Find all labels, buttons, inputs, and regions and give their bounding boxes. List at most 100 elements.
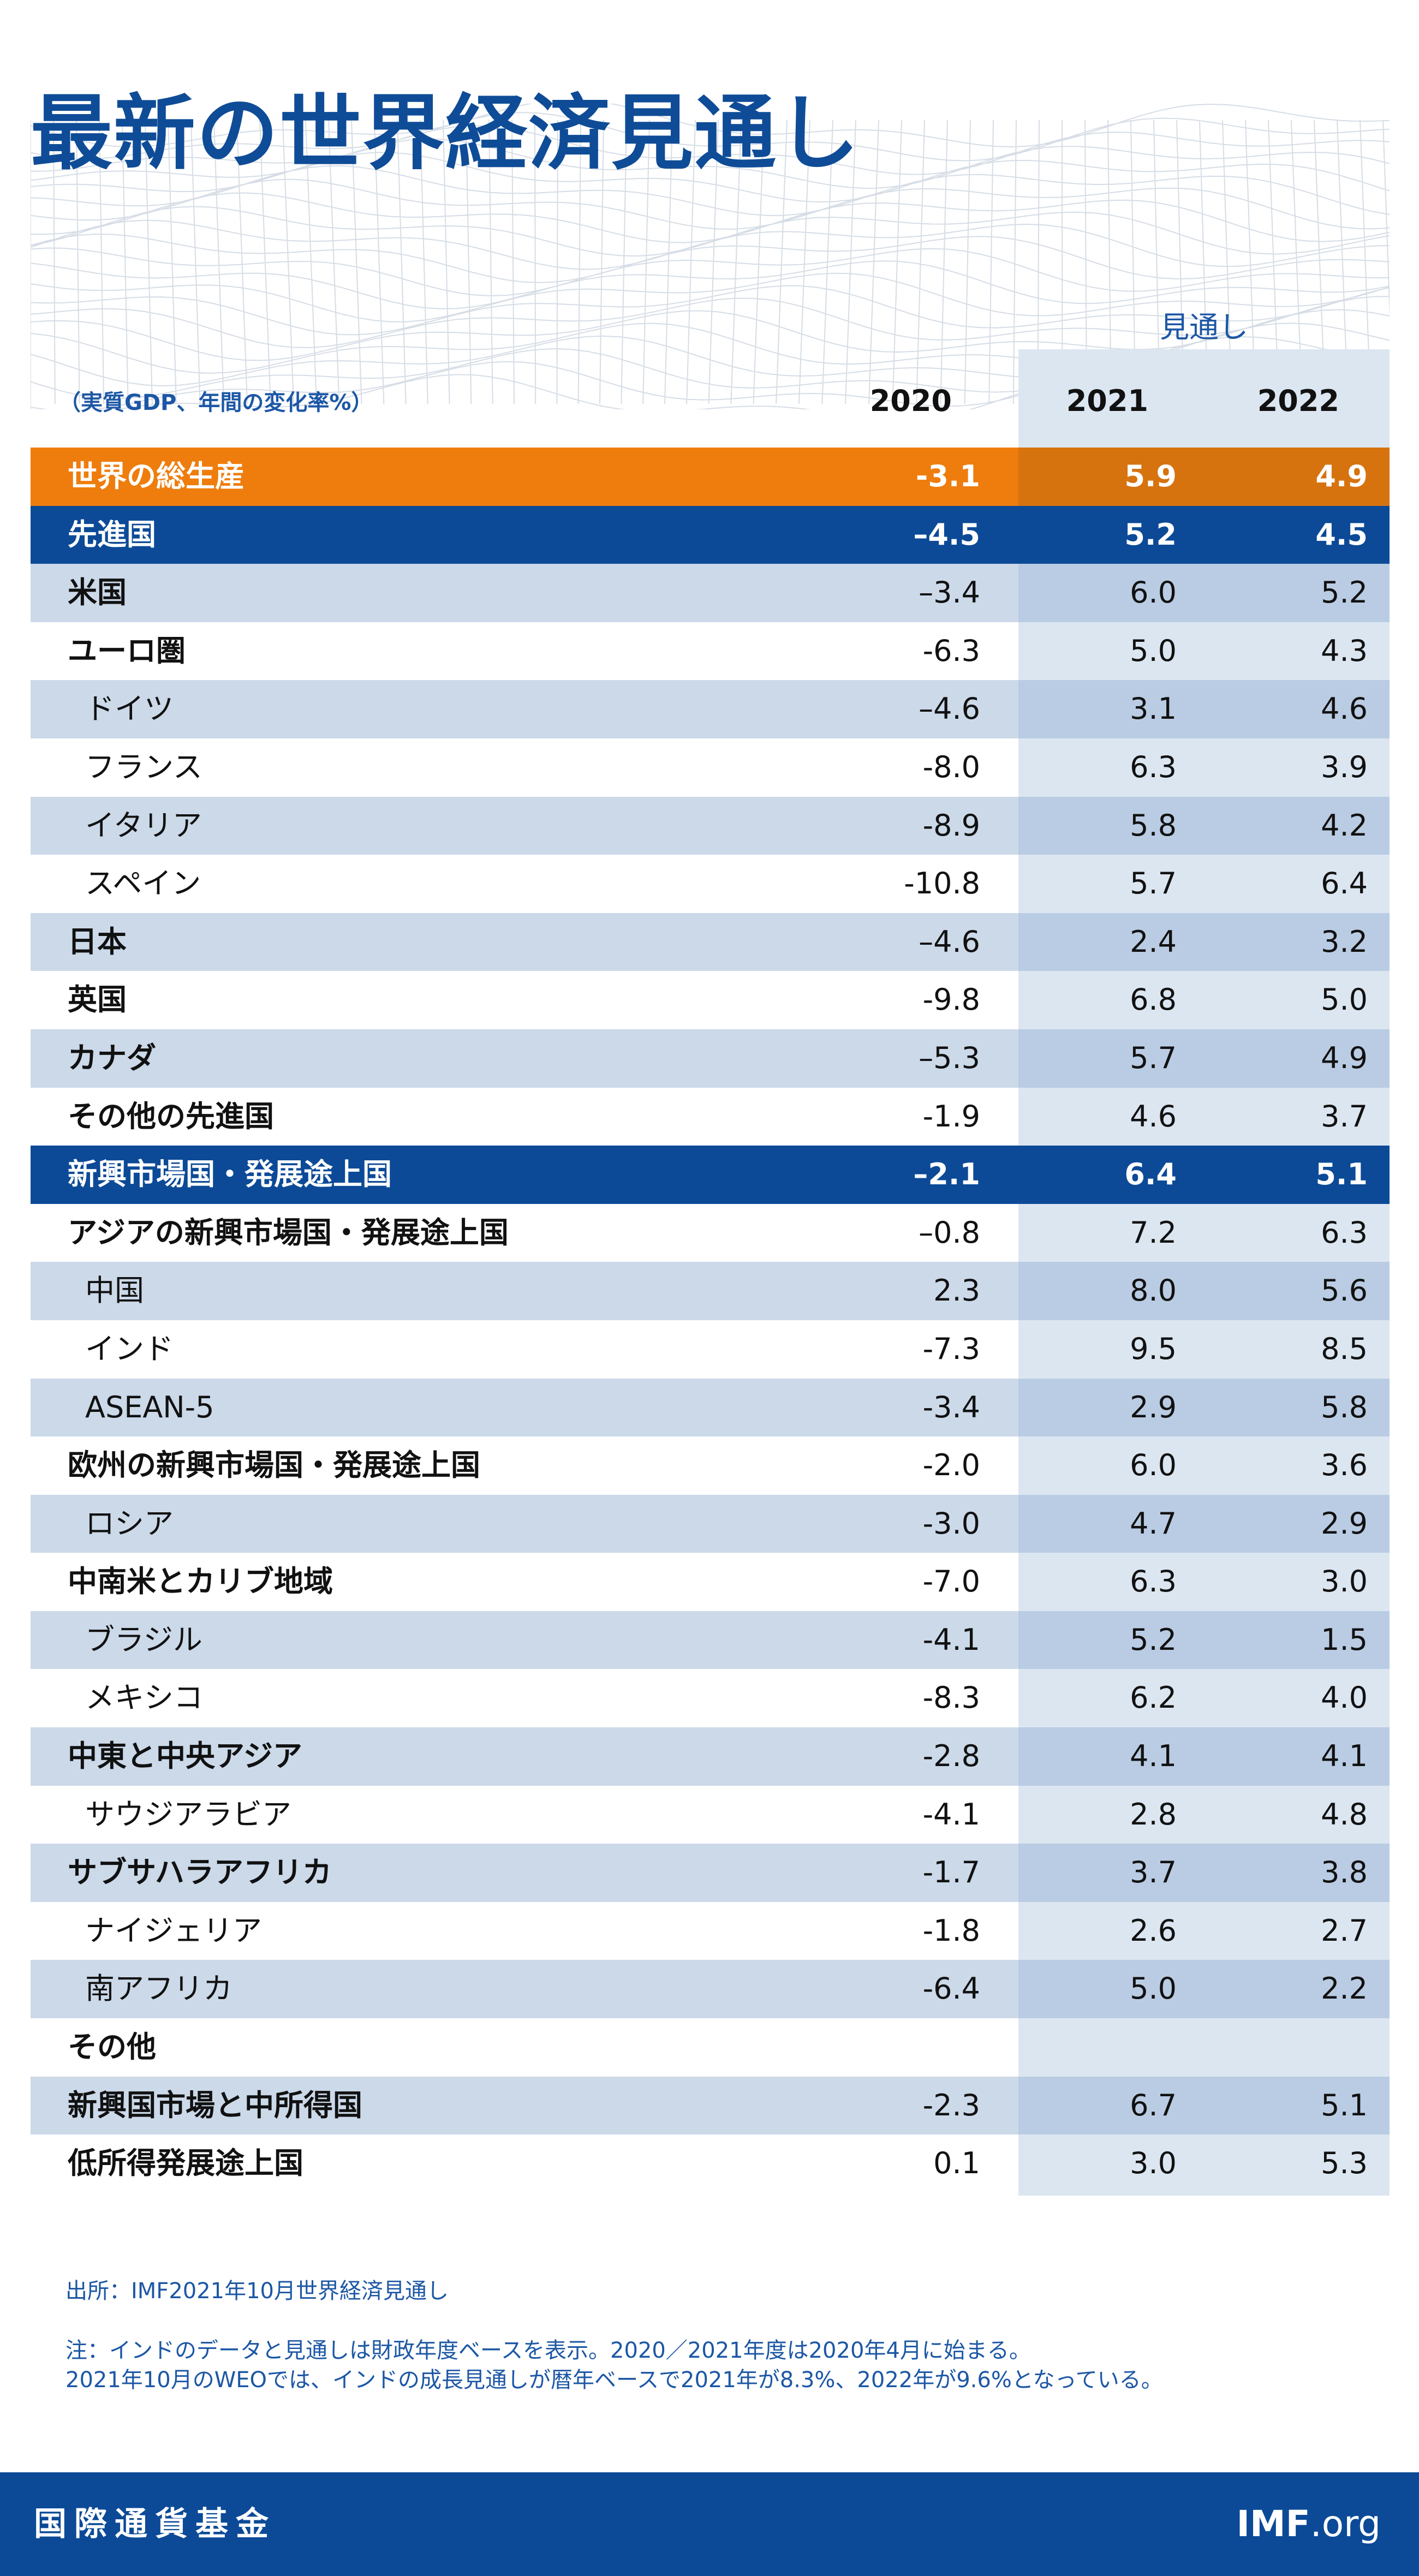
table-row: 日本 –4.6 2.4 3.2	[31, 913, 1390, 971]
cell-2020: –2.1	[913, 1157, 980, 1192]
cell-2020: -7.3	[922, 1331, 980, 1366]
cell-2020: –5.3	[919, 1040, 980, 1075]
cell-2020: –3.4	[919, 575, 980, 610]
cell-2022: 4.1	[1321, 1739, 1368, 1774]
row-label: カナダ	[68, 1040, 156, 1075]
cell-2022: 4.6	[1321, 691, 1368, 726]
cell-2021: 5.0	[1130, 633, 1177, 668]
row-label: ロシア	[85, 1506, 174, 1541]
cell-2021: 9.5	[1130, 1331, 1177, 1366]
cell-2021: 4.7	[1130, 1506, 1177, 1541]
cell-2022: 2.2	[1321, 1971, 1368, 2006]
row-label: 新興国市場と中所得国	[68, 2088, 362, 2122]
cell-2020: -7.0	[922, 1564, 980, 1599]
row-label: その他の先進国	[68, 1099, 274, 1134]
row-label: 新興市場国・発展途上国	[68, 1157, 392, 1192]
cell-2020: -10.8	[904, 866, 980, 901]
row-label: アジアの新興市場国・発展途上国	[68, 1215, 509, 1250]
cell-2022: 5.2	[1321, 575, 1368, 610]
cell-2021: 6.3	[1130, 749, 1177, 784]
footer-site-link[interactable]: IMF.org	[1236, 2472, 1381, 2576]
table-row: 世界の総生産 -3.1 5.9 4.9	[31, 448, 1390, 506]
table-row: 低所得発展途上国 0.1 3.0 5.3	[31, 2134, 1390, 2193]
year-header-2020: 2020	[869, 384, 952, 418]
forecast-cell-bg	[1018, 1029, 1390, 1088]
cell-2021: 6.0	[1130, 1448, 1177, 1483]
table-row: サウジアラビア -4.1 2.8 4.8	[31, 1786, 1390, 1844]
forecast-table: 世界の総生産 -3.1 5.9 4.9 先進国 –4.5 5.2 4.5 米国 –3.4 6.0 5.…	[31, 448, 1390, 2193]
table-row: アジアの新興市場国・発展途上国 –0.8 7.2 6.3	[31, 1204, 1390, 1262]
table-row: メキシコ -8.3 6.2 4.0	[31, 1669, 1390, 1727]
table-row: イタリア -8.9 5.8 4.2	[31, 796, 1390, 855]
forecast-cell-bg	[1018, 505, 1390, 564]
note-line-2: 2021年10月のWEOでは、インドの成長見通しが暦年ベースで2021年が8.3…	[65, 2368, 1163, 2393]
table-row: 新興国市場と中所得国 -2.3 6.7 5.1	[31, 2076, 1390, 2135]
cell-2022: 4.2	[1321, 808, 1368, 843]
cell-2020: -1.7	[922, 1855, 980, 1890]
cell-2022: 5.3	[1321, 2146, 1368, 2181]
forecast-cell-bg	[1018, 564, 1390, 622]
cell-2020: -8.9	[922, 808, 980, 843]
units-label: （実質GDP、年間の変化率%）	[59, 390, 373, 415]
cell-2020: -2.8	[922, 1739, 980, 1774]
cell-2020: -6.3	[922, 633, 980, 668]
table-row: ロシア -3.0 4.7 2.9	[31, 1494, 1390, 1553]
row-label: 南アフリカ	[85, 1971, 232, 2006]
cell-2020: -6.4	[922, 1971, 980, 2006]
cell-2022: 3.8	[1321, 1855, 1368, 1890]
table-row: 英国 -9.8 6.8 5.0	[31, 971, 1390, 1029]
cell-2022: 4.9	[1315, 459, 1368, 493]
cell-2021: 4.1	[1130, 1739, 1177, 1774]
cell-2021: 2.8	[1130, 1797, 1177, 1832]
row-label: 日本	[68, 924, 127, 959]
cell-2020: -8.0	[922, 749, 980, 784]
cell-2021: 7.2	[1130, 1215, 1177, 1250]
table-row: その他	[31, 2018, 1390, 2077]
cell-2022: 5.1	[1321, 2088, 1368, 2122]
row-label: サブサハラアフリカ	[68, 1855, 332, 1890]
forecast-cell-bg	[1018, 680, 1390, 738]
row-label: 欧州の新興市場国・発展途上国	[68, 1448, 480, 1483]
forecast-cell-bg	[1018, 2076, 1390, 2135]
forecast-cell-bg	[1018, 1844, 1390, 1902]
cell-2020: -3.0	[922, 1506, 980, 1541]
table-row: ユーロ圏 -6.3 5.0 4.3	[31, 622, 1390, 681]
table-row: 新興市場国・発展途上国 –2.1 6.4 5.1	[31, 1146, 1390, 1204]
row-label: 中東と中央アジア	[68, 1739, 302, 1774]
cell-2022: 4.8	[1321, 1797, 1368, 1832]
table-row: 中国 2.3 8.0 5.6	[31, 1262, 1390, 1320]
table-row: 米国 –3.4 6.0 5.2	[31, 564, 1390, 622]
table-row: 中南米とカリブ地域 -7.0 6.3 3.0	[31, 1553, 1390, 1611]
table-row: インド -7.3 9.5 8.5	[31, 1320, 1390, 1379]
table-row: 欧州の新興市場国・発展途上国 -2.0 6.0 3.6	[31, 1436, 1390, 1495]
row-label: ナイジェリア	[85, 1913, 262, 1948]
table-row: 南アフリカ -6.4 5.0 2.2	[31, 1960, 1390, 2019]
wave-mesh-background	[31, 104, 1390, 409]
table-row: カナダ –5.3 5.7 4.9	[31, 1029, 1390, 1088]
cell-2020: –0.8	[919, 1215, 980, 1250]
row-label: インド	[85, 1331, 174, 1366]
table-row: スペイン -10.8 5.7 6.4	[31, 855, 1390, 913]
cell-2021: 2.4	[1130, 924, 1177, 959]
cell-2020: -8.3	[922, 1680, 980, 1715]
forecast-cell-bg	[1018, 2018, 1390, 2077]
forecast-label: 見通し	[1160, 310, 1248, 344]
cell-2022: 1.5	[1321, 1622, 1368, 1657]
cell-2022: 6.3	[1321, 1215, 1368, 1250]
row-label: ユーロ圏	[68, 633, 186, 668]
row-label: ASEAN-5	[85, 1390, 214, 1424]
row-label: 英国	[68, 982, 127, 1017]
cell-2022: 3.2	[1321, 924, 1368, 959]
cell-2022: 5.8	[1321, 1390, 1368, 1424]
cell-2022: 4.5	[1315, 517, 1368, 552]
cell-2021: 5.7	[1130, 866, 1177, 901]
cell-2021: 2.6	[1130, 1913, 1177, 1948]
forecast-cell-bg	[1018, 1494, 1390, 1553]
cell-2022: 6.4	[1321, 866, 1368, 901]
table-row: サブサハラアフリカ -1.7 3.7 3.8	[31, 1844, 1390, 1902]
cell-2020: -4.1	[922, 1622, 980, 1657]
cell-2022: 4.3	[1321, 633, 1368, 668]
wave-mesh-lines	[31, 104, 1390, 409]
forecast-cell-bg	[1018, 913, 1390, 971]
cell-2022: 3.0	[1321, 1564, 1368, 1599]
